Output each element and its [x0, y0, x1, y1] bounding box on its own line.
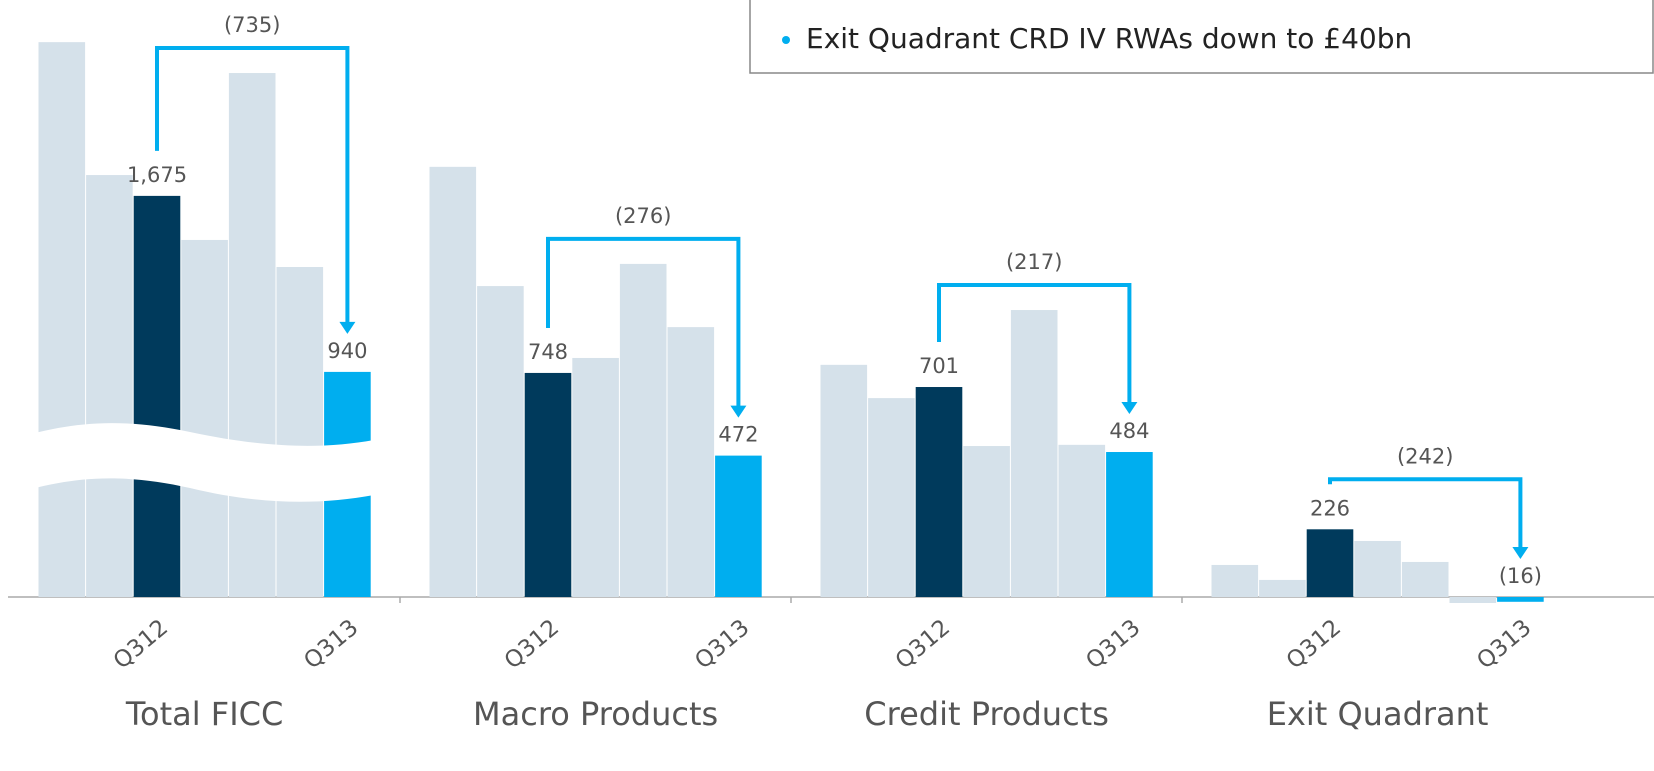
- axis-break: [10, 423, 374, 502]
- bar: [572, 357, 619, 597]
- change-arrow: [1328, 477, 1523, 551]
- bar: [1401, 561, 1449, 597]
- value-label: 701: [919, 354, 959, 378]
- bar: [963, 446, 1010, 597]
- bar: [868, 398, 915, 597]
- value-label: 1,675: [127, 163, 187, 187]
- bar: [133, 195, 181, 597]
- bar: [1106, 452, 1153, 597]
- bar: [1058, 444, 1106, 597]
- bar: [1211, 564, 1259, 597]
- x-tick-label: Q313: [1472, 615, 1536, 675]
- change-arrow: [937, 283, 1132, 407]
- bar: [820, 364, 868, 597]
- bar: [276, 267, 324, 597]
- x-tick-label: Q312: [1282, 615, 1346, 675]
- x-tick-label: Q312: [500, 615, 564, 675]
- arrow-head: [1512, 547, 1529, 559]
- value-label: 748: [528, 340, 568, 364]
- x-tick-label: Q312: [891, 615, 955, 675]
- arrow-head: [730, 405, 747, 418]
- bullet: [782, 36, 790, 44]
- bar: [715, 455, 762, 597]
- bar: [1259, 579, 1306, 597]
- group-title: Macro Products: [473, 695, 718, 733]
- change-label: (242): [1397, 444, 1453, 468]
- x-tick-label: Q312: [109, 615, 173, 675]
- change-label: (217): [1006, 250, 1062, 274]
- bar: [667, 327, 715, 597]
- x-tick-label: Q313: [1081, 615, 1145, 675]
- bar: [429, 166, 477, 598]
- change-arrow: [546, 236, 741, 410]
- bar: [1497, 597, 1544, 602]
- bar: [181, 239, 228, 597]
- arrow-head: [339, 321, 356, 334]
- value-label: 940: [327, 339, 367, 363]
- x-tick-label: Q313: [690, 615, 754, 675]
- bar: [619, 263, 667, 597]
- bar: [1354, 540, 1401, 597]
- bar: [1010, 310, 1058, 597]
- value-label: (16): [1499, 564, 1542, 588]
- x-tick-label: Q313: [299, 615, 363, 675]
- bar: [228, 73, 276, 597]
- bar: [38, 42, 86, 598]
- bar: [86, 175, 133, 597]
- bar: [524, 372, 572, 597]
- value-label: 484: [1109, 419, 1149, 443]
- bar: [915, 387, 963, 597]
- bar: [477, 286, 524, 597]
- value-label: 226: [1310, 496, 1350, 520]
- value-label: 472: [718, 423, 758, 447]
- callout-box: [749, 0, 1654, 74]
- group-title: Total FICC: [125, 695, 283, 733]
- bar: [1306, 529, 1354, 597]
- bar: [1449, 597, 1497, 603]
- change-label: (276): [615, 204, 671, 228]
- group-title: Exit Quadrant: [1267, 695, 1489, 733]
- change-arrow: [155, 46, 350, 326]
- callout-text: Exit Quadrant CRD IV RWAs down to £40bn: [806, 22, 1412, 55]
- group-title: Credit Products: [864, 695, 1109, 733]
- arrow-head: [1121, 402, 1138, 415]
- change-label: (735): [224, 13, 280, 37]
